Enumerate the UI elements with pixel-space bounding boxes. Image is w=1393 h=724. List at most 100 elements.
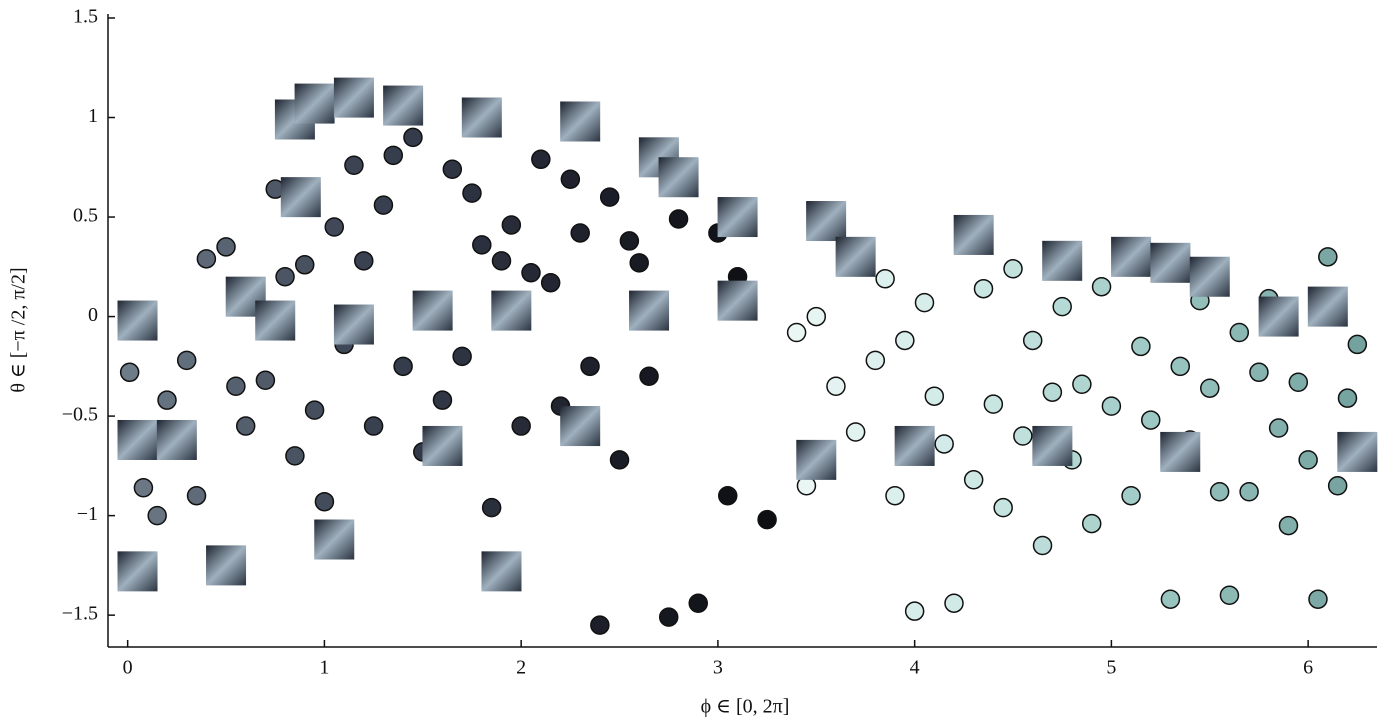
x-axis-label: ϕ ∈ [0, 2π] — [701, 696, 790, 718]
point — [354, 251, 374, 271]
y-tick-label: 0 — [88, 304, 98, 326]
face-thumbnail — [280, 177, 321, 218]
point — [717, 485, 738, 506]
face-thumbnail — [294, 83, 335, 124]
point — [993, 497, 1013, 518]
face-thumbnail — [658, 157, 699, 198]
point — [1219, 585, 1240, 605]
point — [403, 127, 423, 148]
point — [442, 159, 463, 180]
point — [383, 145, 404, 166]
x-tick-label: 4 — [910, 657, 920, 679]
point — [521, 263, 541, 283]
point — [1308, 589, 1328, 609]
point — [895, 330, 915, 351]
face-thumbnail — [1189, 256, 1230, 297]
point — [157, 390, 177, 410]
point — [865, 350, 886, 371]
face-thumbnail — [560, 101, 601, 142]
face-thumbnail — [333, 304, 374, 345]
point — [1052, 296, 1072, 317]
point — [255, 370, 276, 391]
point — [570, 223, 590, 243]
face-thumbnail — [629, 290, 670, 331]
y-tick-label: 0.5 — [73, 205, 98, 227]
point — [133, 478, 154, 498]
point — [934, 434, 954, 454]
point — [1327, 476, 1348, 496]
point — [324, 217, 345, 237]
x-tick-label: 6 — [1303, 657, 1313, 679]
point — [1268, 418, 1289, 438]
point — [344, 155, 364, 176]
point — [1013, 426, 1033, 446]
point — [294, 255, 315, 275]
point — [511, 416, 531, 436]
x-tick-label: 1 — [319, 657, 329, 679]
point — [226, 376, 246, 396]
point — [1347, 334, 1368, 355]
face-thumbnail — [461, 97, 502, 138]
point — [186, 485, 207, 506]
point — [1298, 450, 1318, 470]
point — [688, 593, 708, 613]
face-thumbnail — [314, 519, 355, 560]
point — [629, 253, 649, 273]
point — [1318, 247, 1338, 267]
face-thumbnail — [1337, 431, 1378, 472]
face-thumbnail — [796, 439, 837, 480]
x-tick-label: 3 — [713, 657, 723, 679]
y-tick-label: −1 — [77, 503, 98, 525]
point — [973, 278, 994, 299]
point — [1249, 362, 1269, 383]
face-thumbnail — [1307, 286, 1348, 327]
point — [885, 485, 905, 506]
y-tick-label: −0.5 — [62, 404, 98, 426]
point — [472, 235, 492, 255]
point — [786, 322, 807, 343]
point — [1170, 356, 1191, 377]
face-thumbnail — [255, 300, 296, 341]
point — [147, 505, 167, 526]
face-thumbnail — [806, 201, 847, 242]
face-thumbnail — [835, 236, 876, 277]
point — [1091, 276, 1112, 297]
point — [963, 470, 984, 490]
point — [826, 376, 846, 396]
point — [1101, 396, 1122, 416]
face-thumbnail — [117, 551, 158, 592]
point — [983, 394, 1004, 414]
point — [462, 183, 482, 203]
point — [491, 251, 512, 271]
point — [1200, 378, 1220, 398]
point — [1239, 481, 1259, 502]
face-thumbnail — [1160, 431, 1201, 472]
point — [393, 356, 413, 377]
y-tick-label: −1.5 — [62, 603, 98, 625]
face-thumbnail — [412, 290, 453, 331]
point — [216, 237, 236, 257]
face-thumbnail — [717, 280, 758, 321]
point — [1003, 259, 1023, 279]
face-thumbnail — [156, 419, 197, 460]
point — [196, 249, 217, 269]
point — [285, 446, 305, 466]
point — [590, 615, 610, 635]
point — [363, 416, 384, 436]
point — [619, 231, 640, 251]
face-thumbnail — [333, 77, 374, 118]
y-axis-label: θ ∈ [−π /2, π/2] — [8, 267, 30, 392]
face-thumbnail — [560, 406, 601, 447]
point — [452, 346, 472, 367]
point — [806, 306, 827, 327]
point — [599, 187, 620, 207]
point — [540, 272, 561, 293]
face-thumbnail — [717, 197, 758, 238]
x-tick-label: 2 — [516, 657, 526, 679]
face-thumbnail — [953, 214, 994, 255]
face-thumbnail — [422, 425, 463, 466]
face-thumbnail — [1150, 242, 1191, 283]
y-tick-label: 1 — [88, 105, 98, 127]
face-thumbnail — [491, 290, 532, 331]
